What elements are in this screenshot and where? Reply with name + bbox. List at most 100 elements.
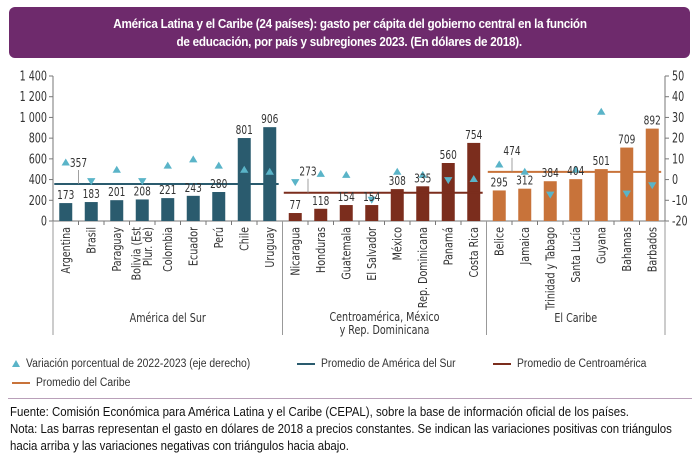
bar-value-label: 183 (83, 187, 100, 201)
bar (84, 202, 98, 221)
x-tick-label-line: Rep. Dominicana (415, 227, 430, 308)
x-tick-label-line: Paraguay (109, 227, 124, 272)
x-tick-label-line: Guyana (593, 227, 608, 264)
bar (110, 200, 124, 221)
x-tick-label: Honduras (313, 227, 328, 273)
triangle-up-marker (469, 175, 478, 183)
x-tick-label: Perú (211, 227, 226, 248)
x-tick-label-line: Nicaragua (287, 227, 302, 276)
triangle-up-marker (393, 167, 402, 175)
x-tick-label: Barbados (644, 227, 659, 272)
left-tick-label: 400 (29, 172, 47, 187)
x-tick-label-line: Honduras (313, 227, 328, 273)
right-tick-label: 40 (672, 89, 684, 104)
x-tick-label: Nicaragua (287, 227, 302, 276)
triangle-down-marker (648, 182, 657, 190)
triangle-up-marker (112, 165, 121, 173)
legend-label: Promedio de América del Sur (321, 357, 456, 370)
bar (339, 205, 353, 221)
triangle-down-marker (367, 196, 376, 204)
x-tick-label: Brasil (83, 227, 98, 254)
x-tick-label-line: Belice (491, 227, 506, 256)
data-labels: 173 183 201 208 221 243 280 801 906 77 118 154 154 30… (57, 112, 661, 212)
legend-item-centroamerica: Promedio de Centroamérica (492, 357, 661, 370)
bar-value-label: 295 (491, 175, 508, 189)
bar-value-label: 308 (389, 174, 406, 188)
line-swatch-icon (297, 362, 316, 365)
x-tick-label: Bolivia (EstPlur. de) (128, 227, 155, 280)
footer-notes: Fuente: Comisión Económica para América … (10, 404, 692, 455)
triangle-up-marker (571, 165, 580, 173)
x-tick-label-line: Perú (211, 227, 226, 248)
bar-value-label: 243 (185, 181, 202, 195)
x-tick-label-line: Costa Rica (466, 227, 481, 278)
x-tick-label: Panamá (440, 227, 455, 265)
triangle-up-marker (316, 169, 325, 177)
axes: 0 200 400 600 800 1 000 1 200 1 400 -20 -10 0 10 20 3… (20, 68, 688, 335)
triangle-up-marker (265, 167, 274, 175)
triangle-down-marker (546, 191, 555, 199)
x-tick-label: Argentina (58, 227, 73, 274)
triangle-up-marker (495, 160, 504, 168)
triangle-up-marker (163, 161, 172, 169)
bar-value-label: 384 (542, 166, 559, 180)
legend-item-variation: Variación porcentual de 2022-2023 (eje d… (12, 358, 275, 370)
triangle-up-marker (520, 167, 529, 175)
left-tick-label: 1 000 (20, 110, 48, 125)
x-tick-label-line: Guatemala (338, 227, 353, 280)
x-tick-label-line: El Salvador (364, 226, 379, 280)
triangle-down-marker (444, 177, 453, 185)
triangle-up-marker (61, 158, 70, 166)
note-line-1: Nota: Las barras representan el gasto en… (10, 422, 672, 436)
bar (288, 213, 302, 221)
x-tick-label: Ecuador (185, 226, 200, 266)
x-tick-label-line: Trinidad y Tabago (542, 227, 557, 311)
x-tick-label-line: México (389, 227, 404, 260)
bar-value-label: 801 (236, 123, 253, 137)
bar (569, 179, 583, 221)
triangle-down-marker (138, 178, 147, 186)
note-line-2: hacia arriba y las variaciones negativas… (10, 439, 349, 453)
x-tick-label: Paraguay (109, 227, 124, 272)
triangle-up-marker (240, 165, 249, 173)
x-tick-label-line: Santa Lucía (568, 227, 583, 283)
bar-value-label: 560 (440, 148, 457, 162)
x-tick-label: Chile (236, 227, 251, 251)
average-value-label: 357 (70, 156, 87, 170)
divider (8, 398, 692, 399)
bar-value-label: 335 (414, 171, 431, 185)
legend-label: Promedio de Centroamérica (516, 357, 647, 370)
x-tick-label-line: Brasil (83, 227, 98, 254)
x-tick-label: Belice (491, 227, 506, 256)
x-tick-label-line: Bolivia (Est (128, 227, 143, 280)
left-tick-label: 600 (29, 151, 47, 166)
x-tick-label: Costa Rica (466, 227, 481, 278)
legend-label: Promedio del Caribe (36, 376, 131, 389)
x-tick-label: México (389, 227, 404, 260)
bar-value-label: 173 (57, 188, 74, 202)
average-value-label: 273 (299, 165, 316, 179)
legend-item-caribe: Promedio del Caribe (12, 377, 141, 389)
legend: Variación porcentual de 2022-2023 (eje d… (12, 354, 692, 392)
x-tick-label: Uruguay (262, 227, 277, 268)
bar-value-label: 221 (159, 183, 176, 197)
right-tick-label: 20 (672, 131, 684, 146)
x-tick-label: Jamaica (517, 227, 532, 266)
x-tick-label: Bahamas (619, 227, 634, 271)
triangle-up-marker (189, 155, 198, 163)
group-label: El Caribe (554, 310, 597, 325)
bar-value-label: 201 (108, 185, 125, 199)
chart-title-line-2: de educación, por país y subregiones 202… (176, 33, 523, 49)
bar-value-label: 154 (338, 190, 355, 204)
bar (518, 188, 532, 221)
legend-item-america-sur: Promedio de América del Sur (297, 358, 471, 370)
bar (186, 195, 200, 221)
bar-value-label: 154 (363, 190, 380, 204)
bar (161, 198, 175, 221)
x-tick-label: Guatemala (338, 227, 353, 280)
x-tick-label-line: Barbados (644, 227, 659, 272)
triangle-down-marker (87, 178, 96, 186)
left-tick-label: 800 (29, 131, 47, 146)
x-tick-label-line: Ecuador (185, 226, 200, 266)
group-label: Centroamérica, México (329, 309, 439, 324)
